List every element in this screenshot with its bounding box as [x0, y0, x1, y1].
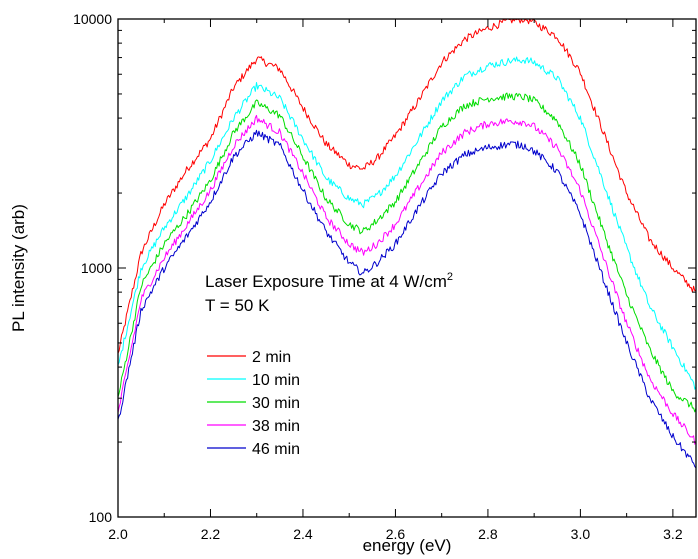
legend-label: 38 min	[252, 418, 300, 435]
series-line-2-min	[117, 18, 697, 354]
y-tick-label: 10000	[73, 11, 112, 27]
y-axis-title: PL intensity (arb)	[9, 204, 28, 332]
x-tick-label: 3.0	[571, 526, 591, 542]
legend-label: 2 min	[252, 349, 291, 366]
x-tick-label: 3.2	[663, 526, 683, 542]
x-axis-title: energy (eV)	[363, 536, 452, 555]
annotation-exposure-superscript: 2	[447, 271, 453, 283]
y-tick-label: 1000	[81, 260, 112, 276]
ticks-layer	[117, 19, 696, 518]
x-tick-label: 2.6	[386, 526, 406, 542]
y-tick-label: 100	[89, 509, 113, 525]
annotation-temperature: T = 50 K	[205, 296, 270, 315]
annotation-exposure: Laser Exposure Time at 4 W/cm2	[205, 271, 453, 291]
legend-label: 10 min	[252, 372, 300, 389]
legend-label: 30 min	[252, 395, 300, 412]
x-tick-label: 2.8	[478, 526, 498, 542]
series-line-38-min	[117, 114, 697, 445]
x-tick-label: 2.4	[293, 526, 313, 542]
series-line-30-min	[117, 92, 697, 413]
series-line-46-min	[117, 129, 697, 469]
series-layer	[117, 18, 697, 469]
legend: 2 min 10 min 30 min 38 min 46 min	[207, 349, 300, 458]
x-tick-label: 2.0	[108, 526, 128, 542]
tick-labels: 2.0 2.2 2.4 2.6 2.8 3.0 3.2 100 1000 10000	[73, 11, 683, 542]
series-line-10-min	[117, 56, 697, 390]
x-tick-label: 2.2	[201, 526, 221, 542]
legend-label: 46 min	[252, 441, 300, 458]
annotation-exposure-text: Laser Exposure Time at 4 W/cm	[205, 272, 447, 291]
